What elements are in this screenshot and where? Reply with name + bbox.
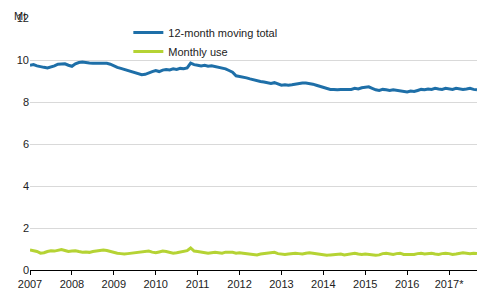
svg-text:4: 4 — [23, 180, 29, 192]
svg-text:2017*: 2017* — [435, 278, 464, 290]
svg-text:2010: 2010 — [143, 278, 167, 290]
svg-text:2014: 2014 — [311, 278, 335, 290]
svg-text:Mt: Mt — [14, 10, 26, 22]
svg-text:2016: 2016 — [395, 278, 419, 290]
svg-text:0: 0 — [23, 264, 29, 276]
svg-text:12: 12 — [17, 12, 29, 24]
svg-text:2015: 2015 — [353, 278, 377, 290]
svg-text:12-month moving total: 12-month moving total — [168, 27, 277, 39]
svg-text:6: 6 — [23, 138, 29, 150]
svg-text:2012: 2012 — [227, 278, 251, 290]
svg-text:10: 10 — [17, 54, 29, 66]
svg-text:8: 8 — [23, 96, 29, 108]
svg-text:2007: 2007 — [18, 278, 42, 290]
svg-text:2011: 2011 — [186, 278, 210, 290]
svg-text:2009: 2009 — [102, 278, 126, 290]
svg-text:2: 2 — [23, 222, 29, 234]
svg-text:2008: 2008 — [60, 278, 84, 290]
svg-text:Monthly use: Monthly use — [168, 46, 227, 58]
svg-text:2013: 2013 — [269, 278, 293, 290]
